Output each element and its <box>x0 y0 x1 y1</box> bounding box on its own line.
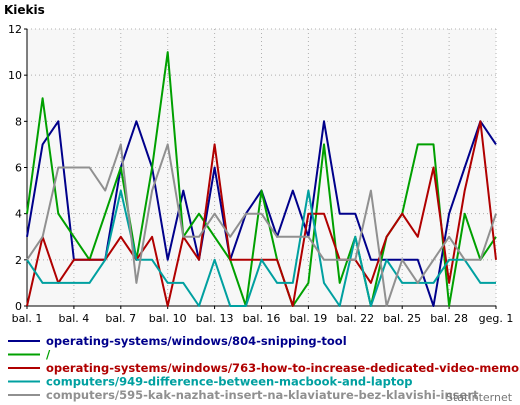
chart-title: Kiekis <box>4 3 45 17</box>
x-tick-label-2: bal. 7 <box>105 312 136 325</box>
plot-area <box>27 29 496 306</box>
legend: operating-systems/windows/804-snipping-t… <box>8 334 520 402</box>
x-tick-label-9: bal. 28 <box>430 312 468 325</box>
x-tick-label-8: bal. 25 <box>383 312 421 325</box>
x-tick-label-10: geg. 1 <box>479 312 514 325</box>
legend-label-2: operating-systems/windows/763-how-to-inc… <box>46 361 520 375</box>
y-tick-label-0: 0 <box>15 300 22 313</box>
y-tick-label-2: 4 <box>15 208 22 221</box>
legend-label-3: computers/949-difference-between-macbook… <box>46 375 413 389</box>
y-tick-label-5: 10 <box>8 69 22 82</box>
x-tick-label-6: bal. 19 <box>290 312 328 325</box>
legend-label-4: computers/595-kak-nazhat-insert-na-klavi… <box>46 388 479 402</box>
x-tick-label-7: bal. 22 <box>336 312 374 325</box>
y-tick-label-3: 6 <box>15 162 22 175</box>
series-line-1 <box>26 51 497 307</box>
series-line-4 <box>26 143 497 307</box>
x-tick-label-5: bal. 16 <box>243 312 281 325</box>
legend-label-0: operating-systems/windows/804-snipping-t… <box>46 334 347 348</box>
y-tick-label-6: 12 <box>8 23 22 36</box>
y-tick-label-4: 8 <box>15 115 22 128</box>
x-tick-label-3: bal. 10 <box>149 312 187 325</box>
x-tick-label-0: bal. 1 <box>12 312 43 325</box>
legend-label-1: / <box>46 348 51 362</box>
watermark: StatInternet <box>446 391 513 404</box>
y-tick-label-1: 2 <box>15 254 22 267</box>
x-tick-label-1: bal. 4 <box>59 312 90 325</box>
x-tick-label-4: bal. 13 <box>196 312 234 325</box>
